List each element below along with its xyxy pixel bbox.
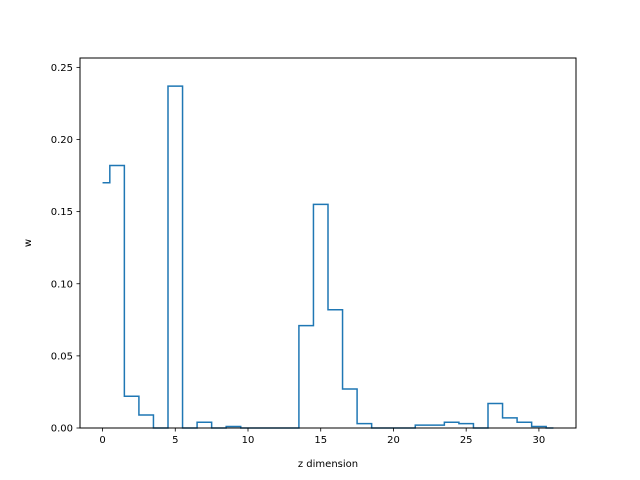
y-tick-label: 0.05 bbox=[51, 351, 73, 362]
series-line-0 bbox=[102, 85, 554, 429]
x-tick-label: 30 bbox=[533, 435, 546, 446]
x-tick-label: 10 bbox=[242, 435, 255, 446]
y-tick-label: 0.00 bbox=[51, 424, 73, 435]
y-tick-label: 0.15 bbox=[51, 207, 73, 218]
x-tick-label: 5 bbox=[172, 435, 178, 446]
plot-area bbox=[102, 85, 554, 429]
x-tick-label: 0 bbox=[99, 435, 105, 446]
x-tick-label: 20 bbox=[387, 435, 400, 446]
axes-frame bbox=[79, 57, 577, 429]
x-tick-label: 25 bbox=[460, 435, 473, 446]
y-tick-label: 0.20 bbox=[51, 135, 73, 146]
y-tick-label: 0.10 bbox=[51, 279, 73, 290]
y-axis-label: w bbox=[23, 239, 34, 247]
x-axis-label: z dimension bbox=[298, 459, 358, 470]
axis-ticks: 0 5 10 15 20 25 30 0.00 0.05 0.10 0.15 0.20 0.25 bbox=[51, 63, 546, 446]
x-tick-label: 15 bbox=[314, 435, 327, 446]
y-tick-label: 0.25 bbox=[51, 63, 73, 74]
